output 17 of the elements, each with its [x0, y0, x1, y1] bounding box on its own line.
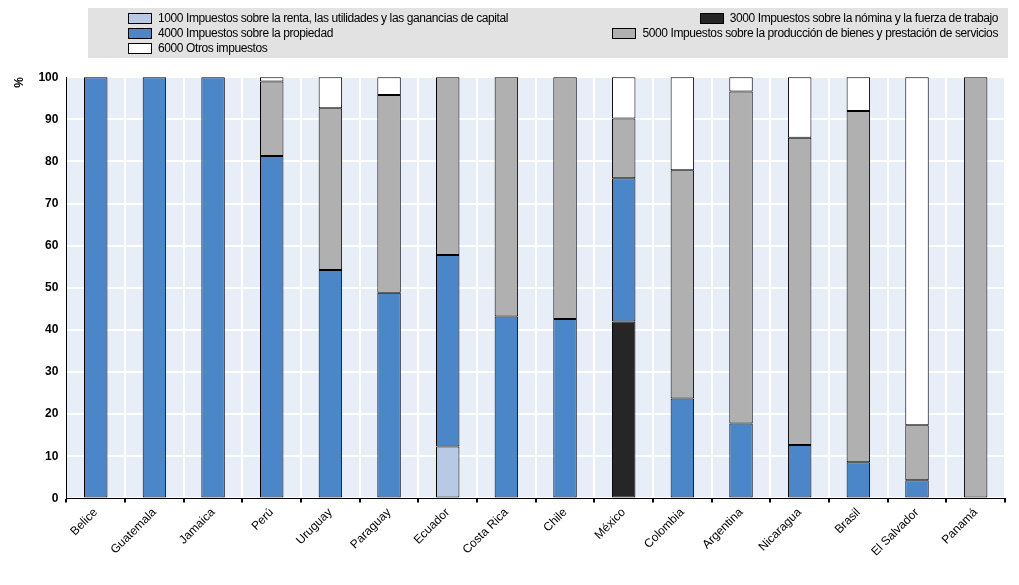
y-tick-label: 50: [45, 280, 59, 295]
y-tick-label: 30: [45, 364, 59, 379]
legend-label: 4000 Impuestos sobre la propiedad: [158, 26, 333, 40]
y-tick-label: 90: [45, 111, 59, 126]
legend-label: 6000 Otros impuestos: [158, 41, 268, 55]
y-tick-label: 70: [45, 195, 59, 210]
y-tick-label: 0: [51, 490, 59, 505]
legend-label: 1000 Impuestos sobre la renta, las utilidades y las ganancias de capital: [158, 11, 509, 25]
y-tick-label: 10: [45, 448, 59, 463]
y-axis-title: %: [11, 76, 26, 88]
y-tick-label: 20: [45, 406, 59, 421]
y-tick-label: 100: [38, 69, 59, 84]
y-tick-label: 60: [45, 238, 59, 252]
y-tick-label: 40: [45, 322, 59, 337]
legend-label: 3000 Impuestos sobre la nómina y la fuerza de trabajo: [729, 11, 998, 25]
y-tick-label: 80: [45, 153, 59, 168]
legend-label: 5000 Impuestos sobre la producción de bienes y prestación de servicios: [642, 26, 998, 40]
